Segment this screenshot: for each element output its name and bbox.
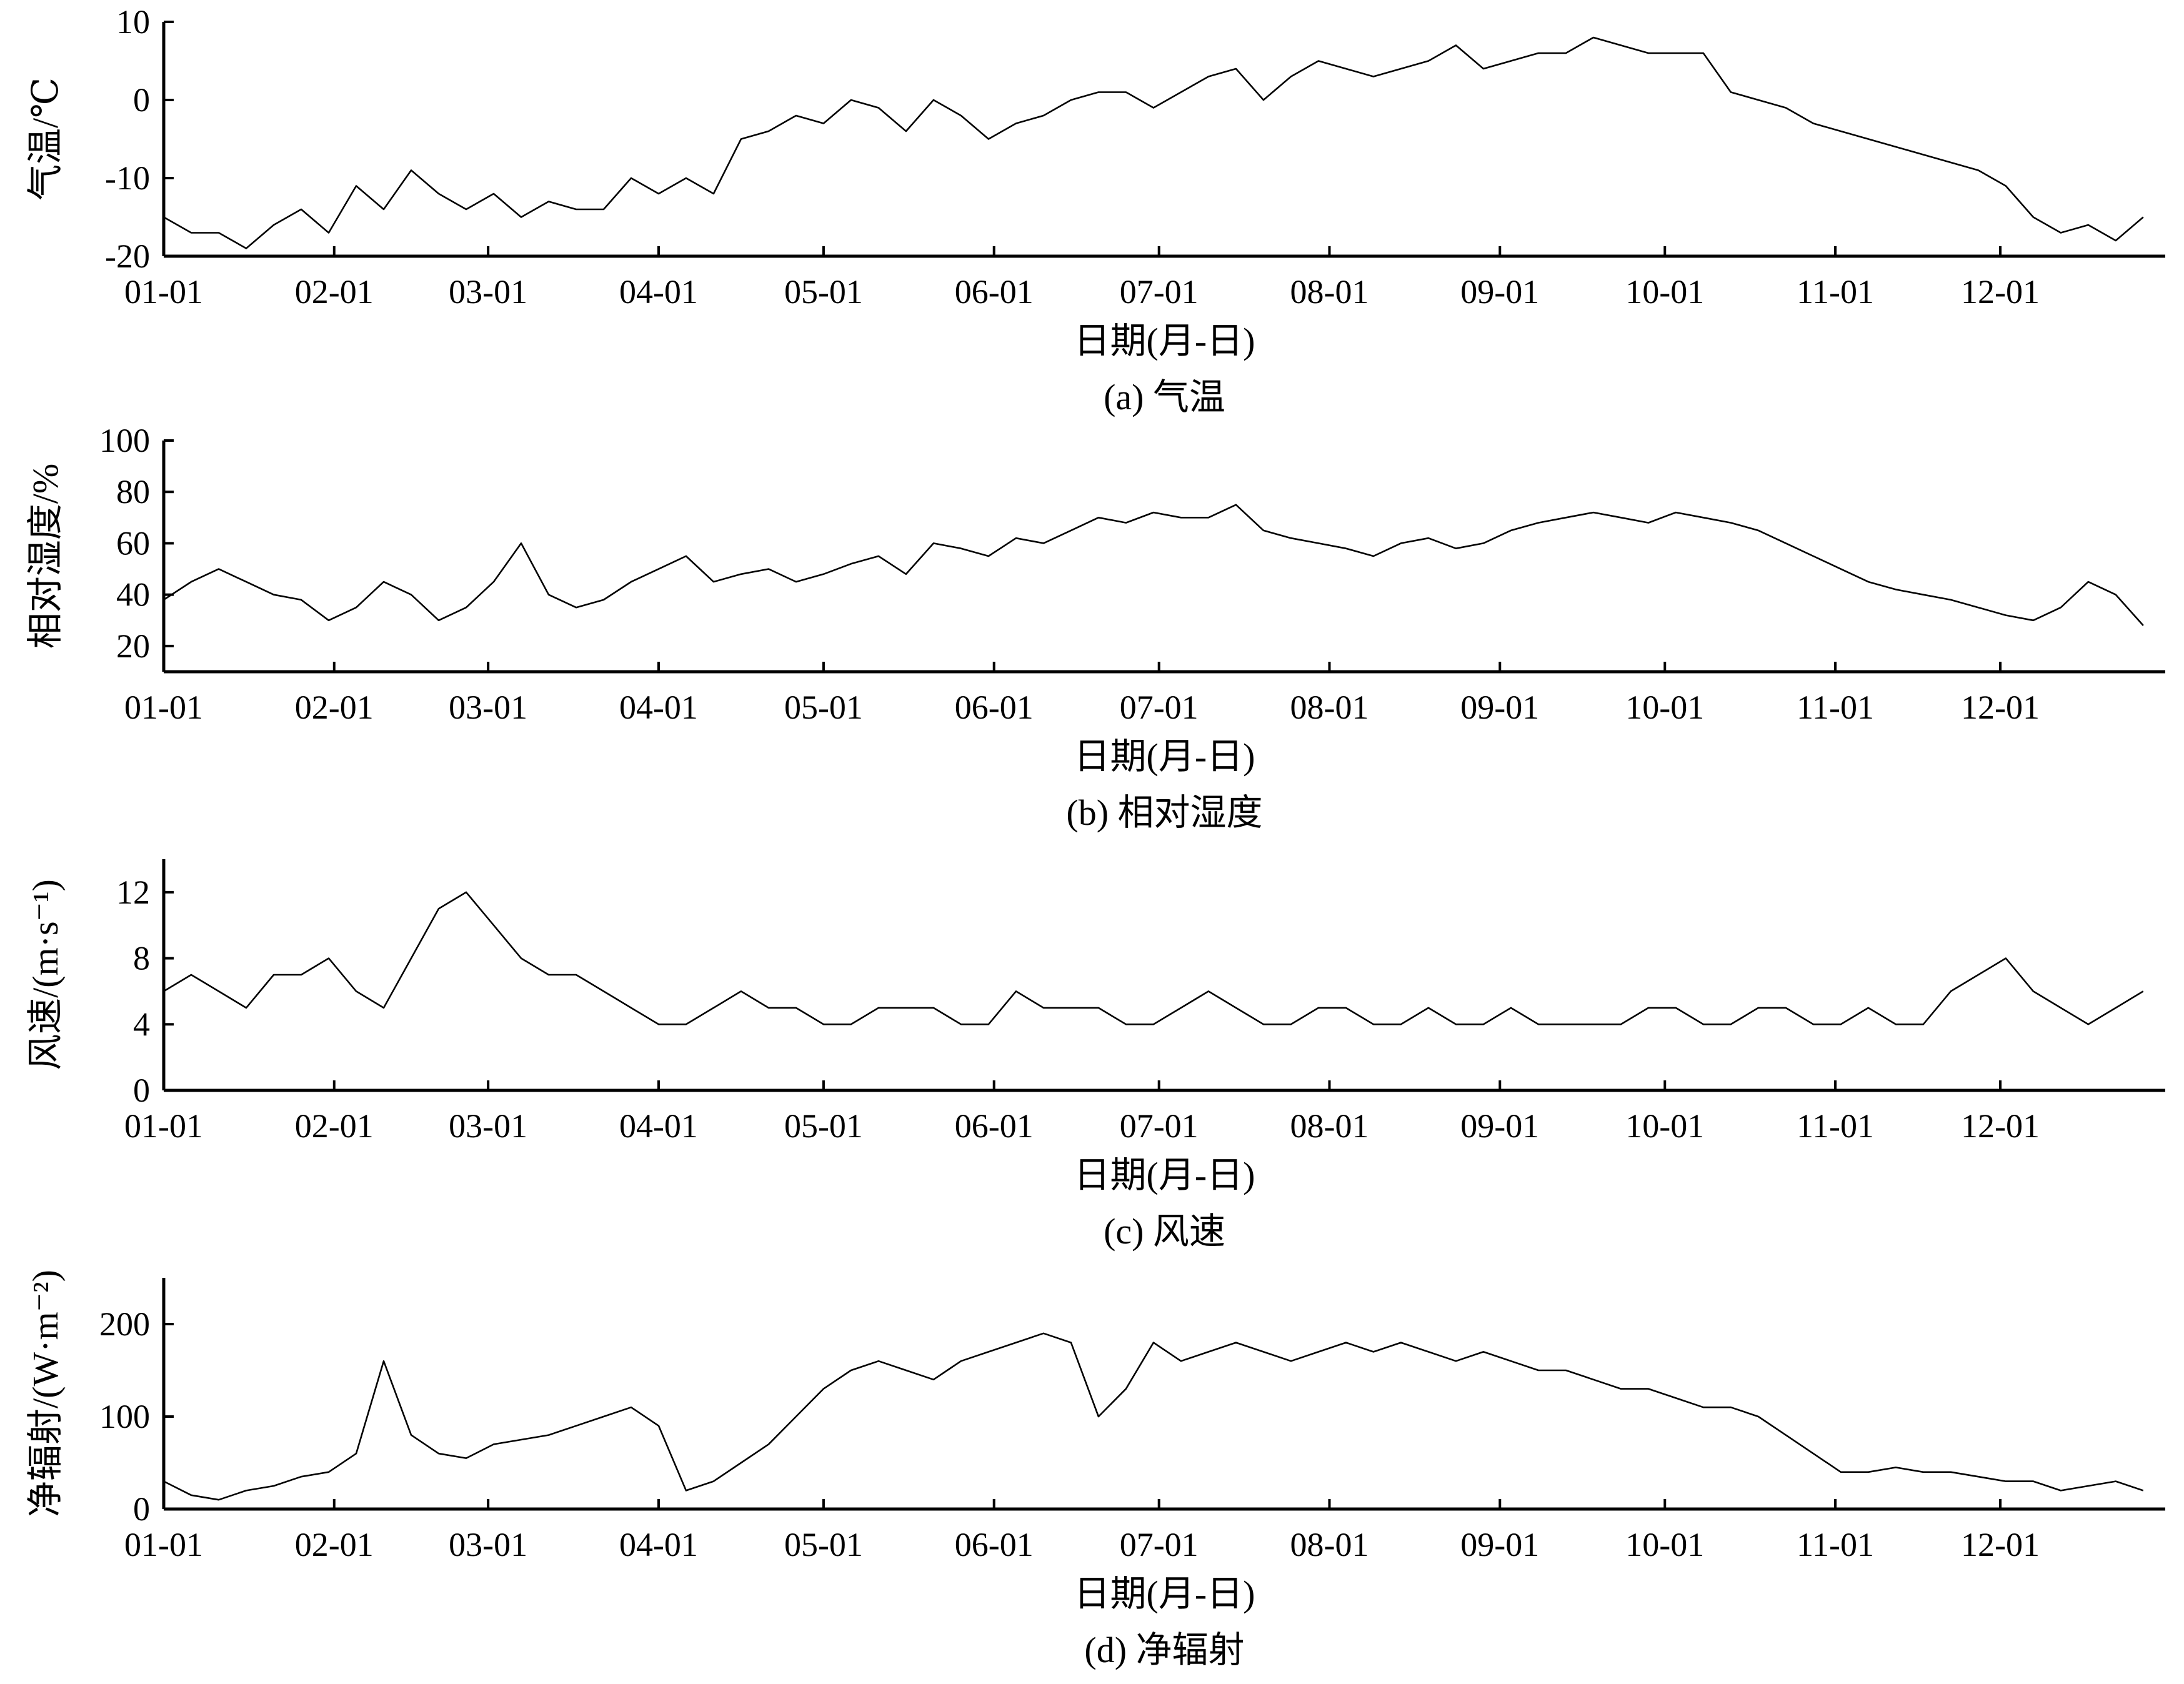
y-tick-label: 4 [133,1005,150,1043]
x-axis-title: 日期(月-日) [1074,321,1255,361]
x-tick-label: 04-01 [619,1526,698,1563]
panel-d: 0 100 200 01-01 02-01 03-01 04-01 05-01 06-01 07-… [25,1270,2165,1670]
x-tick-label: 10-01 [1625,273,1704,311]
x-tick-label: 05-01 [784,273,863,311]
y-axis-title: 气温/℃ [25,77,66,201]
panel-caption: (c) 风速 [1104,1211,1225,1252]
x-tick-label: 10-01 [1625,1107,1704,1145]
panel-c: 0 4 8 12 01-01 02-01 03-01 04-01 05-01 06-01 07-01… [25,859,2165,1252]
panel-caption: (d) 净辐射 [1084,1630,1244,1670]
x-tick-label: 07-01 [1120,1107,1199,1145]
x-tick-label: 06-01 [955,1526,1034,1563]
panel-caption: (b) 相对湿度 [1066,792,1262,833]
y-tick-label: 100 [99,1398,150,1435]
y-tick-label: 200 [99,1305,150,1343]
y-tick-label: 8 [133,940,150,977]
x-tick-label: 05-01 [784,1526,863,1563]
x-tick-label: 07-01 [1120,689,1199,726]
x-tick-label: 07-01 [1120,1526,1199,1563]
series-line-a [163,36,2144,249]
x-tick-label: 08-01 [1290,689,1369,726]
y-axis-title: 相对湿度/% [25,464,66,649]
y-tick-label: 10 [116,3,150,41]
panel-a: -20 -10 0 10 01-01 02-01 03-01 04-01 05-01 06-01 0… [25,3,2165,417]
x-tick-label: 10-01 [1625,689,1704,726]
x-tick-label: 10-01 [1625,1526,1704,1563]
x-tick-label: 06-01 [955,1107,1034,1145]
x-tick-label: 01-01 [124,1107,203,1145]
y-tick-label: 40 [116,576,150,614]
y-tick-label: 0 [133,1490,150,1528]
x-tick-label: 12-01 [1961,1107,2040,1145]
x-tick-label: 03-01 [449,689,527,726]
x-tick-label: 02-01 [295,689,374,726]
x-tick-label: 04-01 [619,273,698,311]
y-tick-label: 80 [116,473,150,511]
y-tick-label: -10 [105,159,150,197]
y-tick-label: 20 [116,627,150,665]
x-tick-label: 11-01 [1797,689,1874,726]
x-tick-label: 05-01 [784,1107,863,1145]
y-axis-title: 净辐射/(W·m⁻²) [25,1270,66,1517]
y-axis-title: 风速/(m·s⁻¹) [25,879,66,1070]
x-tick-label: 09-01 [1460,1526,1539,1563]
x-tick-label: 08-01 [1290,273,1369,311]
x-tick-label: 12-01 [1961,1526,2040,1563]
x-tick-label: 06-01 [955,689,1034,726]
x-tick-label: 02-01 [295,1526,374,1563]
x-tick-label: 08-01 [1290,1107,1369,1145]
x-tick-label: 01-01 [124,273,203,311]
x-tick-label: 12-01 [1961,273,2040,311]
x-tick-label: 11-01 [1797,273,1874,311]
x-axis-title: 日期(月-日) [1074,1573,1255,1614]
y-tick-label: 100 [99,422,150,459]
panel-caption: (a) 气温 [1104,377,1225,417]
x-tick-label: 09-01 [1460,273,1539,311]
panel-b: 20 40 60 80 100 01-01 02-01 03-01 04-01 05-01 06-0… [25,422,2165,833]
y-tick-label: 60 [116,524,150,562]
y-tick-label: 0 [133,81,150,119]
x-tick-label: 05-01 [784,689,863,726]
y-tick-label: 0 [133,1072,150,1109]
x-tick-label: 09-01 [1460,1107,1539,1145]
x-axis-title: 日期(月-日) [1074,736,1255,777]
x-tick-label: 07-01 [1120,273,1199,311]
x-axis-title: 日期(月-日) [1074,1155,1255,1195]
x-tick-label: 04-01 [619,1107,698,1145]
x-tick-label: 02-01 [295,1107,374,1145]
x-tick-label: 03-01 [449,273,527,311]
x-tick-label: 06-01 [955,273,1034,311]
x-tick-label: 03-01 [449,1107,527,1145]
x-tick-label: 01-01 [124,1526,203,1563]
series-line-d [163,1332,2144,1501]
x-tick-label: 12-01 [1961,689,2040,726]
x-tick-label: 09-01 [1460,689,1539,726]
x-tick-label: 02-01 [295,273,374,311]
x-tick-label: 11-01 [1797,1107,1874,1145]
y-tick-label: 12 [116,874,150,911]
y-tick-label: -20 [105,237,150,275]
x-tick-label: 03-01 [449,1526,527,1563]
x-tick-label: 08-01 [1290,1526,1369,1563]
x-tick-label: 04-01 [619,689,698,726]
x-tick-label: 01-01 [124,689,203,726]
series-line-c [163,891,2144,1025]
x-tick-label: 11-01 [1797,1526,1874,1563]
series-line-b [163,504,2144,626]
